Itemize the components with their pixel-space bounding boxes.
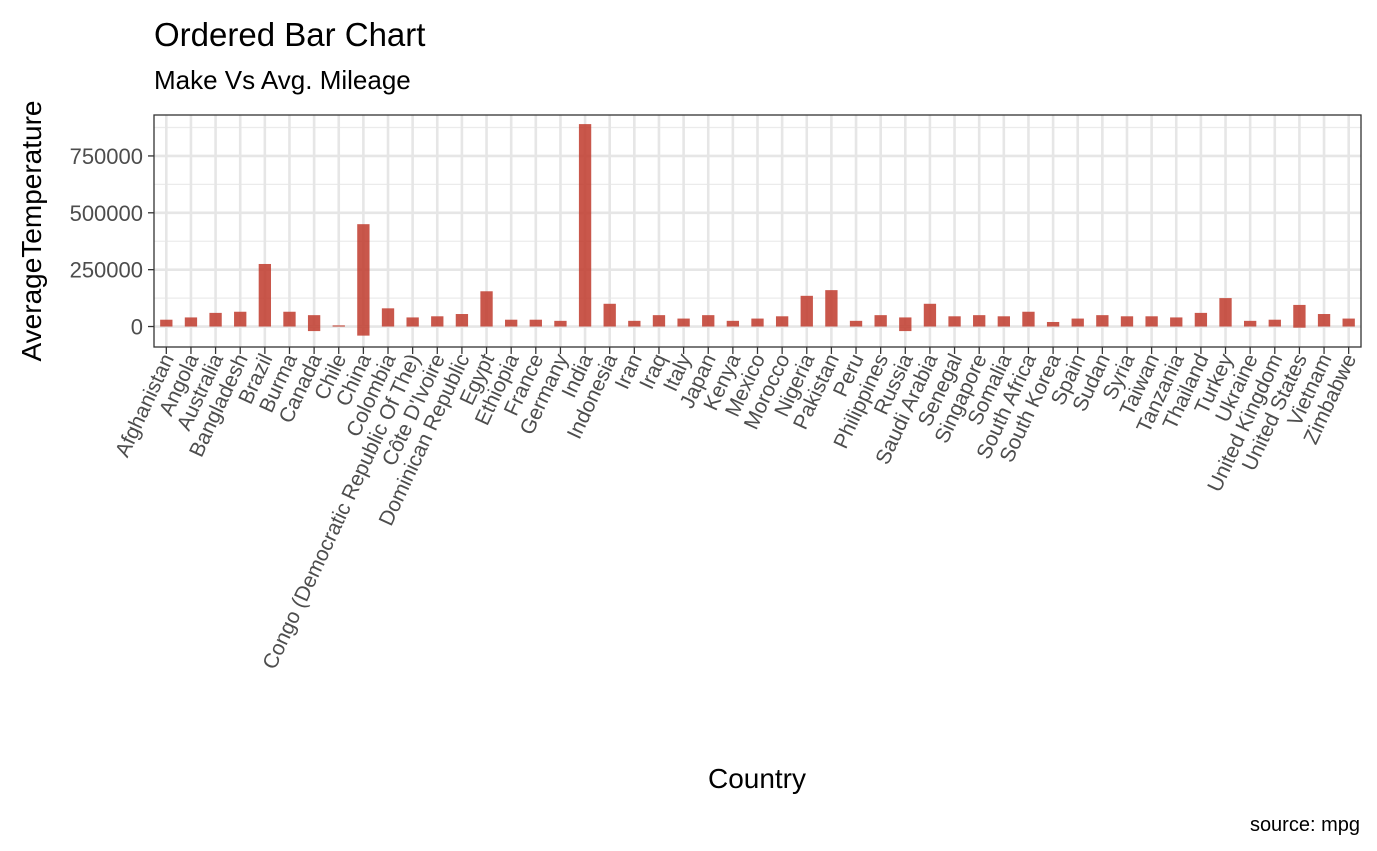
bar bbox=[874, 315, 887, 327]
chart-subtitle: Make Vs Avg. Mileage bbox=[154, 65, 411, 95]
bar bbox=[1096, 315, 1109, 327]
bar bbox=[529, 319, 542, 327]
bar bbox=[1120, 316, 1134, 327]
bar bbox=[628, 320, 641, 327]
bar bbox=[554, 320, 567, 327]
bar bbox=[652, 315, 666, 327]
bar bbox=[160, 319, 173, 327]
chart-caption: source: mpg bbox=[1250, 814, 1360, 836]
bar bbox=[1219, 298, 1232, 327]
y-tick-label: 750000 bbox=[70, 144, 143, 169]
bar bbox=[1046, 321, 1060, 327]
bar bbox=[775, 316, 789, 327]
bar bbox=[702, 315, 715, 327]
bar bbox=[973, 315, 986, 327]
bar bbox=[923, 303, 937, 327]
y-tick-label: 500000 bbox=[70, 201, 143, 226]
bar bbox=[800, 295, 813, 327]
y-axis-ticks: 0 250000 500000 750000 bbox=[70, 144, 154, 340]
bar bbox=[1243, 320, 1257, 327]
bar bbox=[431, 316, 444, 327]
bar bbox=[505, 319, 518, 327]
bar bbox=[1194, 312, 1208, 327]
bar bbox=[849, 320, 863, 327]
bar bbox=[603, 303, 616, 327]
bar bbox=[455, 314, 469, 327]
bars bbox=[160, 124, 1355, 336]
bar bbox=[1293, 304, 1306, 327]
bar bbox=[825, 290, 838, 327]
bar-negative bbox=[1293, 326, 1306, 328]
bar bbox=[997, 316, 1010, 327]
bar bbox=[726, 320, 740, 327]
y-tick-label: 0 bbox=[131, 315, 143, 340]
bar bbox=[1268, 319, 1281, 327]
bar-negative bbox=[899, 326, 912, 332]
bar bbox=[480, 291, 493, 327]
x-axis-ticks: AfghanistanAngolaAustraliaBangladeshBraz… bbox=[111, 347, 1361, 673]
bar bbox=[1022, 311, 1035, 327]
bar bbox=[1071, 318, 1084, 327]
y-axis-title: AverageTemperature bbox=[16, 101, 47, 362]
bar bbox=[578, 124, 592, 327]
bar bbox=[1317, 314, 1331, 327]
bar bbox=[307, 315, 321, 327]
bar bbox=[283, 311, 296, 327]
bar bbox=[357, 224, 370, 327]
y-tick-label: 250000 bbox=[70, 258, 143, 283]
bar bbox=[1170, 317, 1183, 327]
bar-negative bbox=[307, 326, 321, 332]
bar bbox=[234, 311, 247, 327]
bar bbox=[381, 308, 395, 327]
bar bbox=[258, 263, 272, 327]
bar bbox=[332, 325, 345, 327]
chart-title: Ordered Bar Chart bbox=[154, 16, 425, 53]
bar bbox=[184, 317, 198, 327]
bar-negative bbox=[357, 326, 370, 336]
bar bbox=[677, 318, 690, 327]
bar bbox=[209, 312, 222, 327]
x-axis-title: Country bbox=[708, 763, 806, 794]
bar bbox=[1342, 318, 1355, 327]
bar bbox=[899, 317, 912, 327]
bar bbox=[406, 317, 419, 327]
bar bbox=[751, 318, 764, 327]
bar bbox=[1145, 316, 1158, 327]
bar bbox=[948, 316, 961, 327]
